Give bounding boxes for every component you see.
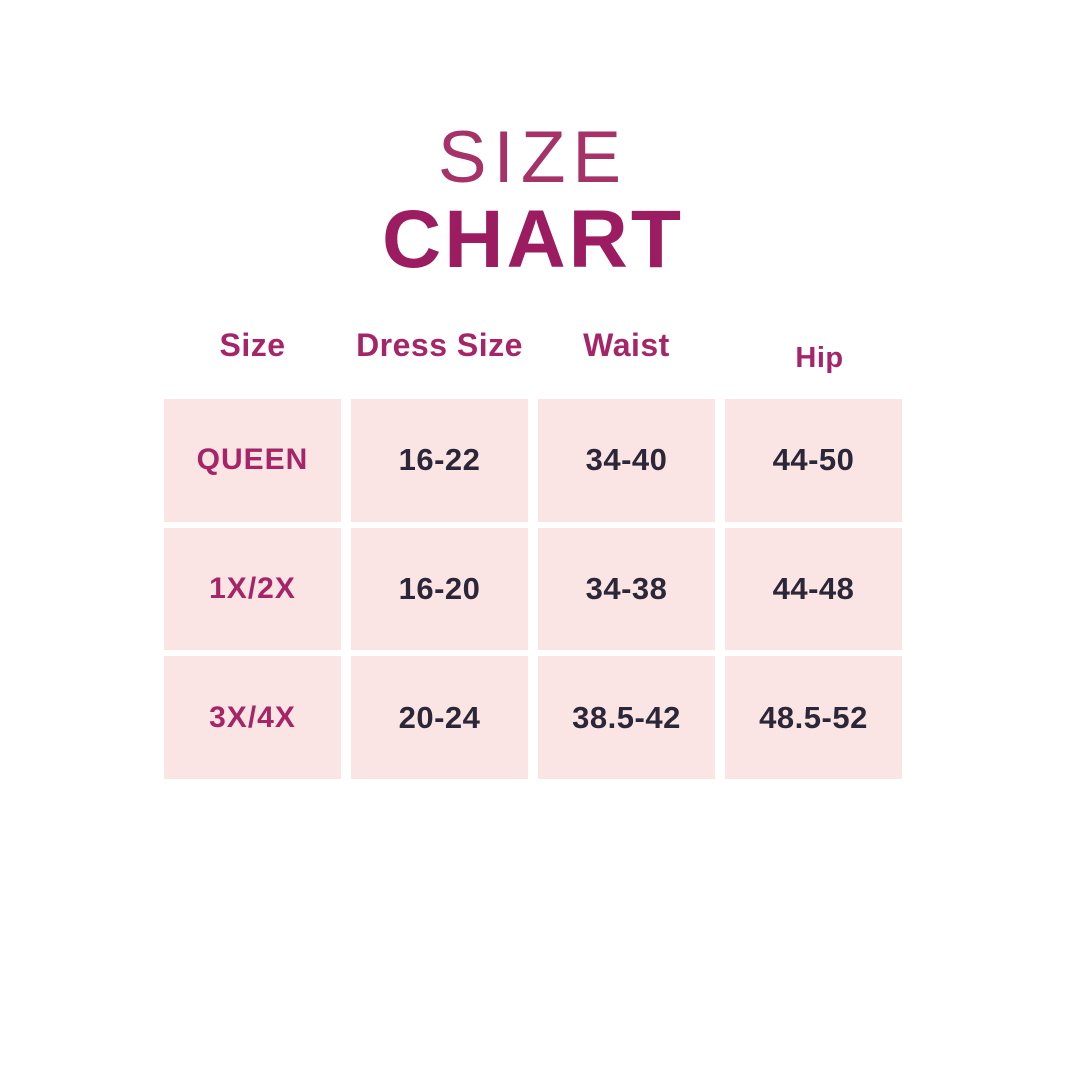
row-label-3x-4x: 3X/4X <box>164 656 341 779</box>
cell-3x-4x-hip: 48.5-52 <box>725 656 902 779</box>
cell-queen-hip: 44-50 <box>725 399 902 522</box>
column-header-waist: Waist <box>583 326 670 363</box>
cell-3x-4x-waist: 38.5-42 <box>538 656 715 779</box>
row-label-1x-2x: 1X/2X <box>164 527 341 651</box>
cell-1x-2x-waist: 34-38 <box>538 527 715 651</box>
column-header-hip: Hip <box>795 341 844 374</box>
cell-1x-2x-dress-size: 16-20 <box>351 527 528 651</box>
row-label-queen: QUEEN <box>164 399 341 522</box>
column-header-size: Size <box>219 326 286 363</box>
cell-1x-2x-hip: 44-48 <box>725 527 902 651</box>
size-table: QUEEN 16-22 34-40 44-50 1X/2X 16-20 34-3… <box>164 399 902 779</box>
cell-queen-waist: 34-40 <box>538 399 715 522</box>
column-header-dress-size: Dress Size <box>356 326 523 363</box>
column-headers: Size Dress Size Waist Hip <box>164 322 902 374</box>
cell-3x-4x-dress-size: 20-24 <box>351 656 528 779</box>
page-title-size: SIZE <box>437 117 629 198</box>
page-title-chart: CHART <box>382 194 684 285</box>
cell-queen-dress-size: 16-22 <box>351 399 528 522</box>
